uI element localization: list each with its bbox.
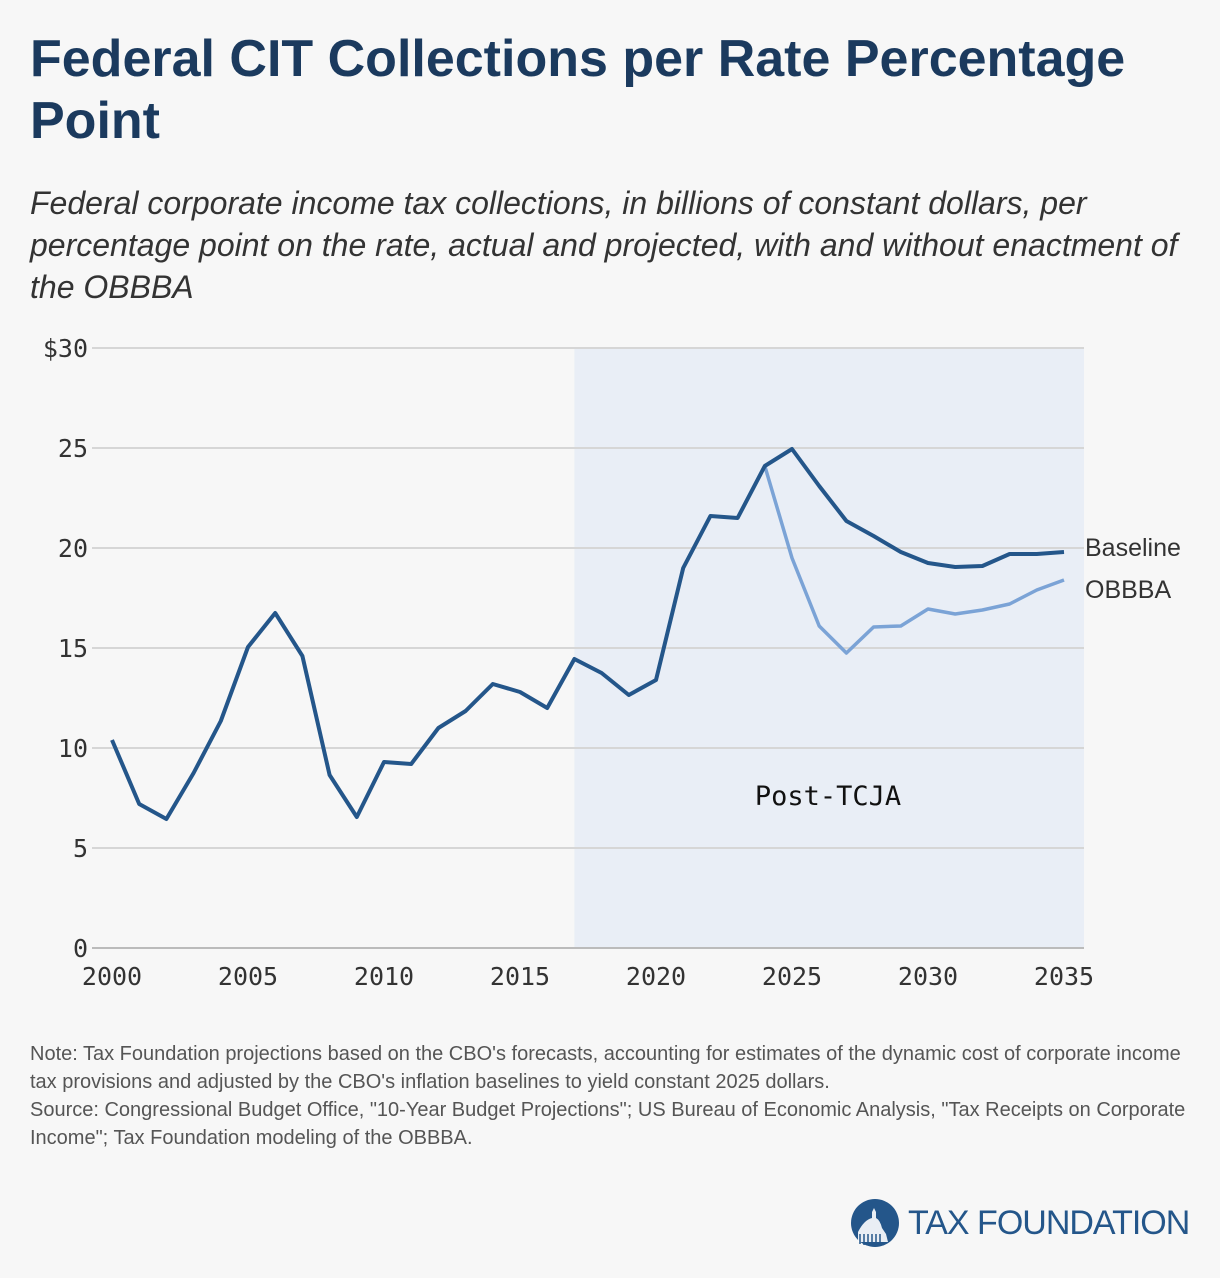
chart-title: Federal CIT Collections per Rate Percent…	[30, 30, 1126, 150]
footnote: Note: Tax Foundation projections based o…	[30, 1040, 1190, 1152]
x-tick-label: 2000	[82, 962, 142, 991]
obbba-line	[763, 465, 1065, 655]
y-tick-label: 20	[58, 534, 88, 563]
y-tick-label: 0	[73, 934, 88, 963]
chart-subtitle: Federal corporate income tax collections…	[30, 185, 1178, 305]
x-tick-label: 2035	[1034, 962, 1094, 991]
x-tick-label: 2015	[490, 962, 550, 991]
baseline-line	[110, 447, 1065, 821]
y-tick-label: $30	[43, 334, 88, 363]
baseline-legend-label: Baseline	[1085, 534, 1181, 562]
y-tick-label: 25	[58, 434, 88, 463]
y-tick-label: 10	[58, 734, 88, 763]
x-tick-label: 2010	[354, 962, 414, 991]
logo-text: TAX FOUNDATION	[908, 1203, 1190, 1242]
x-tick-label: 2030	[898, 962, 958, 991]
shaded-region-label: Post-TCJA	[755, 781, 901, 812]
tax-foundation-logo: TAX FOUNDATION	[850, 1198, 1190, 1248]
note-text: Note: Tax Foundation projections based o…	[30, 1043, 1181, 1093]
capitol-dome-icon	[851, 1199, 899, 1247]
source-text: Source: Congressional Budget Office, "10…	[30, 1099, 1186, 1149]
x-tick-label: 2020	[626, 962, 686, 991]
x-tick-label: 2025	[762, 962, 822, 991]
obbba-legend-label: OBBBA	[1085, 576, 1171, 604]
x-tick-label: 2005	[218, 962, 278, 991]
y-tick-label: 5	[73, 834, 88, 863]
y-tick-label: 15	[58, 634, 88, 663]
